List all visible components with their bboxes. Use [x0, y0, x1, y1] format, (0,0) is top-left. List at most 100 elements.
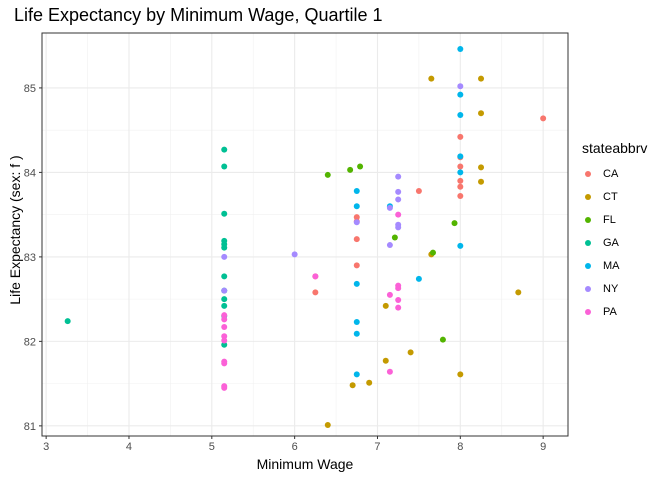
legend-item-pa: PA [582, 300, 647, 323]
point-ca [457, 163, 464, 170]
point-fl [391, 234, 398, 241]
x-tick-label: 3 [43, 441, 49, 453]
point-ny [395, 188, 402, 195]
point-ny [386, 242, 393, 249]
point-pa [312, 273, 319, 280]
point-ct [515, 289, 522, 296]
point-ca [540, 115, 547, 122]
point-ma [353, 371, 360, 378]
legend-item-fl: FL [582, 208, 647, 231]
point-ca [415, 187, 422, 194]
legend-title: stateabbrv [582, 140, 648, 156]
point-ga [221, 210, 228, 217]
legend-swatch [585, 262, 591, 269]
legend-item-ma: MA [582, 254, 647, 277]
legend-swatch [585, 308, 591, 315]
point-ca [457, 177, 464, 184]
point-pa [221, 333, 228, 340]
point-ga [64, 318, 71, 325]
point-pa [395, 304, 402, 311]
y-tick-label: 81 [24, 421, 36, 433]
point-ct [407, 349, 414, 356]
point-ca [353, 236, 360, 243]
y-tick-label: 85 [24, 83, 36, 95]
point-ct [349, 382, 356, 389]
point-ma [457, 169, 464, 176]
x-tick-label: 5 [209, 441, 215, 453]
legend-label: CT [603, 190, 618, 203]
legend-item-ny: NY [582, 277, 647, 300]
minor-gridlines [42, 33, 568, 436]
y-axis-label: Life Expectancy (sex: f ) [7, 155, 23, 305]
point-pa [395, 296, 402, 303]
legend-swatch [585, 193, 591, 200]
point-ma [353, 318, 360, 325]
point-ga [221, 146, 228, 153]
legend-item-ga: GA [582, 231, 647, 254]
point-pa [221, 337, 228, 344]
point-ny [221, 253, 228, 260]
point-ma [353, 330, 360, 337]
point-fl [451, 220, 458, 227]
point-pa [395, 285, 402, 292]
point-ct [457, 371, 464, 378]
y-tick-label: 83 [24, 252, 36, 264]
point-fl [439, 336, 446, 343]
legend-label: FL [603, 213, 616, 226]
point-ct [324, 422, 331, 429]
point-pa [221, 316, 228, 323]
point-ca [353, 262, 360, 269]
point-fl [429, 249, 436, 256]
point-ct [382, 357, 389, 364]
legend-label: PA [603, 305, 617, 318]
point-ma [415, 275, 422, 282]
legend-items: CA CT FL GA MA NY PA [582, 162, 647, 323]
legend-swatch [585, 239, 591, 246]
x-axis-label: Minimum Wage [256, 456, 354, 472]
y-tick-label: 82 [24, 336, 36, 348]
point-ga [221, 296, 228, 303]
y-axis: 81 82 83 84 85 [24, 83, 42, 433]
point-ny [395, 196, 402, 203]
legend-label: MA [603, 259, 620, 272]
point-ma [457, 46, 464, 53]
point-ct [478, 164, 485, 171]
point-ma [353, 203, 360, 210]
point-ny [386, 204, 393, 211]
point-ny [353, 219, 360, 226]
legend-item-ca: CA [582, 162, 647, 185]
legend-swatch [585, 285, 591, 292]
point-ny [221, 287, 228, 294]
legend-label: GA [603, 236, 619, 249]
point-fl [347, 166, 354, 173]
point-ma [353, 280, 360, 287]
point-ca [353, 214, 360, 221]
point-ny [395, 224, 402, 231]
point-ct [366, 379, 373, 386]
point-ca [312, 289, 319, 296]
point-ma [353, 187, 360, 194]
legend-swatch [585, 170, 591, 177]
point-pa [386, 291, 393, 298]
point-ct [478, 178, 485, 185]
x-tick-label: 4 [126, 441, 132, 453]
legend-label: NY [603, 282, 619, 295]
point-ct [478, 110, 485, 117]
x-tick-label: 8 [457, 441, 463, 453]
point-ma [457, 91, 464, 98]
point-ma [457, 153, 464, 160]
point-ga [221, 273, 228, 280]
legend-label: CA [603, 167, 619, 180]
point-pa [221, 324, 228, 331]
point-ct [428, 75, 435, 82]
x-tick-label: 7 [374, 441, 380, 453]
point-ma [457, 111, 464, 118]
y-tick-label: 84 [24, 167, 36, 179]
x-axis: 3 4 5 6 7 8 9 [43, 436, 546, 453]
point-pa [221, 384, 228, 391]
point-fl [357, 163, 364, 170]
point-ct [382, 302, 389, 309]
point-ny [457, 83, 464, 90]
point-ct [478, 75, 485, 82]
point-ma [457, 242, 464, 249]
